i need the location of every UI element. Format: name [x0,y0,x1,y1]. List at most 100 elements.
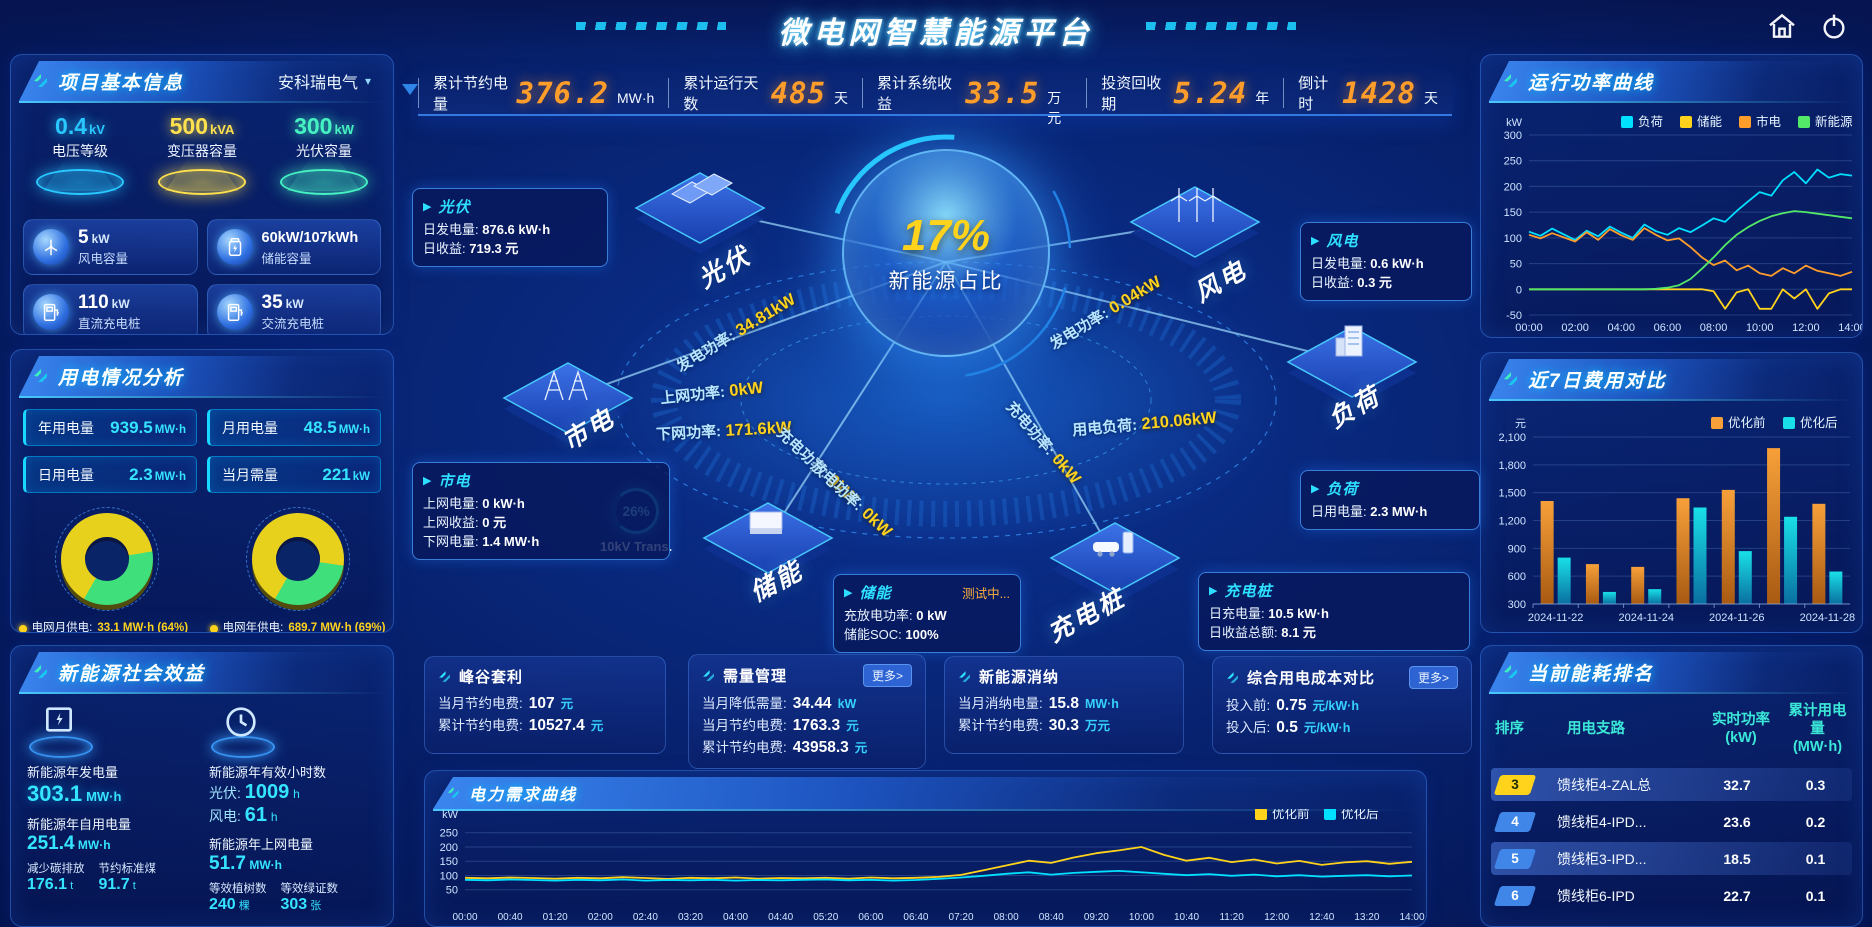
svg-text:2024-11-22: 2024-11-22 [1528,612,1583,624]
svg-text:08:00: 08:00 [1700,322,1728,334]
podium-stat: 0.4 kV 电压等级 [19,113,141,217]
info-box-load: ▶ 负荷 日用电量: 2.3 MW·h [1300,470,1480,530]
donut-chart-donut_year: 电网年供电: 689.7 MW·h (69%) 新能源年消纳: 303.8 MW… [209,507,385,632]
table-header: 排序 用电支路 实时功率 (kW) 累计用电量 (MW·h) [1481,692,1862,762]
kpi-arrow-icon [402,84,418,95]
mini-stat: 等效绿证数 303 张 [280,883,339,913]
legend-item-新能源[interactable]: 新能源 [1798,114,1853,129]
platform-wind [1129,186,1261,268]
charger-icon [216,294,253,330]
panel-header: 用电情况分析 [19,356,385,398]
bar-优化后-2024-11-22 [1557,557,1571,604]
chevron-right-icon: ▶ [423,475,432,487]
panel-title: 项目基本信息 [58,72,185,94]
svg-text:04:00: 04:00 [723,912,748,923]
kpi-item: 累计运行天数 485 天 [668,75,862,113]
more-button[interactable]: 更多> [1408,666,1458,689]
chevron-right-icon: ▶ [1209,585,1218,597]
panel-social-benefit: 新能源社会效益 新能源年发电量 303.1 MW·h 新能源年自用电量 251.4… [10,645,394,927]
panel-title: 近7日费用对比 [1528,370,1667,392]
legend-item-储能[interactable]: 储能 [1680,114,1723,129]
svg-text:00:00: 00:00 [452,912,477,923]
benefit-card: 峰谷套利 当月节约电费: 107 元累计节约电费: 10527.4 元 [424,656,666,754]
corner-icon [1504,664,1517,678]
legend-item: 电网月供电: 33.1 MW·h (64%) [18,620,195,632]
panel-header: 运行功率曲线 [1489,61,1854,103]
center-sphere: 17% 新能源占比 [842,149,1050,357]
glow-ring-icon [158,169,246,195]
panel-cost-compare: 近7日费用对比 2,100 1,800 1,500 1,200 900 600 300 元 20… [1480,352,1863,633]
table-row[interactable]: 3 馈线柜4-ZAL总 32.7 0.3 [1491,768,1852,801]
bar-优化前-2024-11-25 [1676,498,1690,604]
pv-panel-icon [27,702,93,760]
table-row[interactable]: 6 馈线柜6-IPD 22.7 0.1 [1491,879,1852,912]
legend-item-优化前[interactable]: 优化前 [1711,415,1766,430]
benefit-column-left: 新能源年发电量 303.1 MW·h 新能源年自用电量 251.4 MW·h 减少… [27,702,195,914]
svg-text:250: 250 [1504,156,1522,168]
corner-icon [34,73,47,87]
legend-item-负荷[interactable]: 负荷 [1621,115,1663,129]
legend-item: 电网年供电: 689.7 MW·h (69%) [209,620,385,632]
bar-优化前-2024-11-28 [1812,503,1826,604]
info-box-grid: ▶ 市电 上网电量: 0 kW·h 上网收益: 0 元下网电量: 1.4 MW·h [412,462,670,560]
info-box-charger: ▶ 充电桩 日充电量: 10.5 kW·h 日收益总额: 8.1 元 [1198,572,1470,651]
bar-优化前-2024-11-24 [1631,566,1645,604]
rank-badge: 6 [1497,886,1533,906]
corner-icon [34,368,47,382]
battery-icon [216,229,253,265]
chevron-right-icon: ▶ [1311,483,1320,495]
panel-header: 近7日费用对比 [1489,359,1854,401]
page-title: 微电网智慧能源平台 [778,17,1094,50]
platform-load [1286,325,1418,408]
panel-title: 电力需求曲线 [469,787,578,804]
svg-text:12:00: 12:00 [1792,322,1820,334]
home-icon[interactable] [1766,10,1798,42]
capacity-card: 35 kW 交流充电桩 [206,284,381,334]
svg-text:150: 150 [440,856,458,868]
legend-item-优化后[interactable]: 优化后 [1783,416,1838,430]
status-tag: 测试中... [962,587,1010,601]
header-deco-left-icon [576,22,726,30]
power-icon[interactable] [1818,10,1850,42]
mini-stat: 等效植树数 240 棵 [209,883,267,913]
clock-icon [209,702,275,760]
more-button[interactable]: 更多> [862,664,912,687]
svg-text:10:00: 10:00 [1746,322,1774,334]
card-corner-icon [703,670,714,681]
svg-text:kW: kW [1506,117,1523,129]
kpi-item: 累计节约电量 376.2 MW·h [418,75,668,113]
svg-text:07:20: 07:20 [949,912,974,923]
svg-text:04:40: 04:40 [768,912,793,923]
benefit-card: 新能源消纳 当月消纳电量: 15.8 MW·h 累计节约电费: 30.3 万元 [944,656,1184,754]
chevron-down-icon: ▾ [364,74,371,88]
panel-title: 用电情况分析 [58,367,185,389]
svg-text:100: 100 [440,870,458,882]
energy-flow-diagram: 17% 新能源占比 26% 10kV Trans. 光伏风电市电储能充电桩负荷 … [400,110,1480,666]
svg-text:02:00: 02:00 [1561,322,1589,334]
table-row[interactable]: 5 馈线柜3-IPD... 18.5 0.1 [1491,842,1852,875]
bar-优化后-2024-11-25 [1693,507,1707,604]
company-select[interactable]: 安科瑞电气 ▾ [278,69,371,93]
panel-title: 运行功率曲线 [1528,72,1655,94]
svg-text:2024-11-26: 2024-11-26 [1709,612,1764,624]
svg-text:09:20: 09:20 [1084,912,1109,923]
svg-text:12:00: 12:00 [1264,912,1289,923]
table-row[interactable]: 4 馈线柜4-IPD... 23.6 0.2 [1491,805,1852,838]
svg-text:03:20: 03:20 [678,912,703,923]
svg-text:06:00: 06:00 [1654,322,1682,334]
svg-text:200: 200 [440,842,458,854]
svg-text:11:20: 11:20 [1219,912,1244,923]
diagram-canvas [400,110,1480,666]
charger-icon [33,294,69,330]
bar-优化前-2024-11-23 [1585,564,1599,604]
chevron-right-icon: ▶ [844,587,853,599]
legend-item-优化后[interactable]: 优化后 [1324,807,1379,821]
header-deco-right-icon [1146,22,1296,30]
svg-text:100: 100 [1504,233,1522,245]
svg-text:元: 元 [1515,418,1526,430]
usage-stat: 年用电量 939.5 MW·h [23,409,197,446]
svg-text:13:20: 13:20 [1354,912,1379,923]
legend-item-优化前[interactable]: 优化前 [1255,806,1310,821]
usage-stat: 日用电量 2.3 MW·h [23,456,197,493]
legend-item-市电[interactable]: 市电 [1739,114,1782,129]
